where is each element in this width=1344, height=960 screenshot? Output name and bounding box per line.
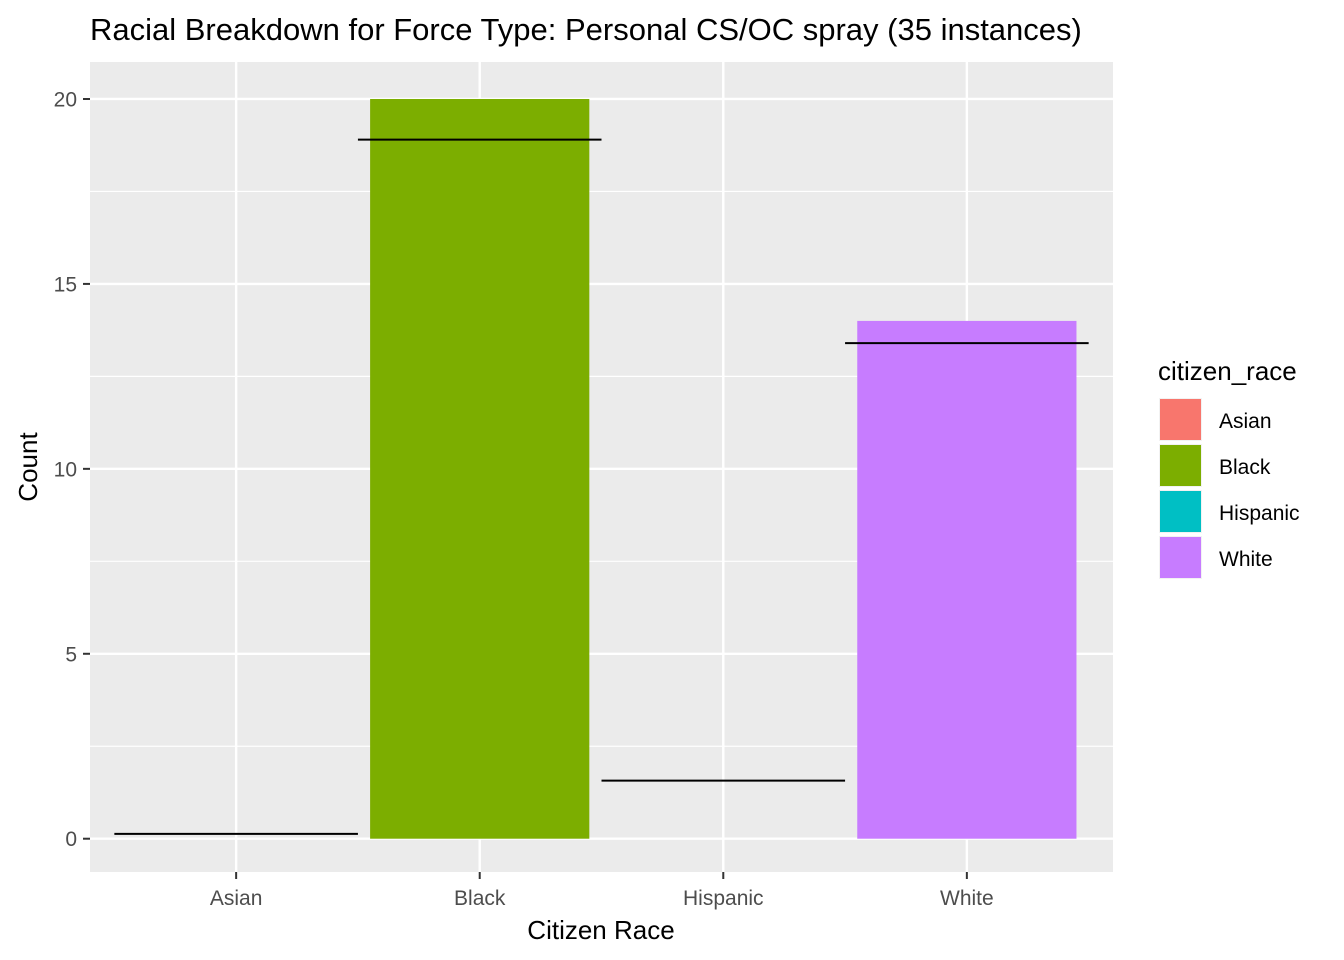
- bar-black: [370, 98, 590, 839]
- x-tick-label-black: Black: [454, 887, 506, 910]
- legend-swatch-asian: [1160, 399, 1201, 440]
- bar-white: [857, 320, 1077, 839]
- y-axis-title: Count: [13, 432, 43, 502]
- legend-label-hispanic: Hispanic: [1219, 502, 1300, 525]
- legend-title: citizen_race: [1158, 356, 1297, 386]
- legend-label-asian: Asian: [1219, 410, 1272, 433]
- chart-title: Racial Breakdown for Force Type: Persona…: [90, 12, 1082, 47]
- reference-lines: [114, 138, 1089, 835]
- bars: [370, 98, 1077, 839]
- x-axis: Asian Black Hispanic White: [210, 872, 994, 910]
- y-tick-label: 15: [54, 273, 77, 296]
- y-tick-label: 5: [65, 643, 77, 666]
- legend: citizen_race Asian Black Hispanic White: [1158, 356, 1300, 579]
- legend-swatch-hispanic: [1160, 491, 1201, 532]
- x-tick-label-asian: Asian: [210, 887, 263, 910]
- legend-label-white: White: [1219, 548, 1273, 571]
- x-axis-title: Citizen Race: [527, 915, 674, 945]
- y-axis: 0 5 10 15 20: [54, 88, 90, 851]
- x-tick-label-white: White: [940, 887, 994, 910]
- legend-swatch-white: [1160, 537, 1201, 578]
- legend-label-black: Black: [1219, 456, 1271, 479]
- y-tick-label: 0: [65, 828, 77, 851]
- x-tick-label-hispanic: Hispanic: [683, 887, 764, 910]
- legend-items: Asian Black Hispanic White: [1159, 398, 1300, 579]
- y-tick-label: 20: [54, 88, 77, 111]
- y-tick-label: 10: [54, 458, 77, 481]
- legend-swatch-black: [1160, 445, 1201, 486]
